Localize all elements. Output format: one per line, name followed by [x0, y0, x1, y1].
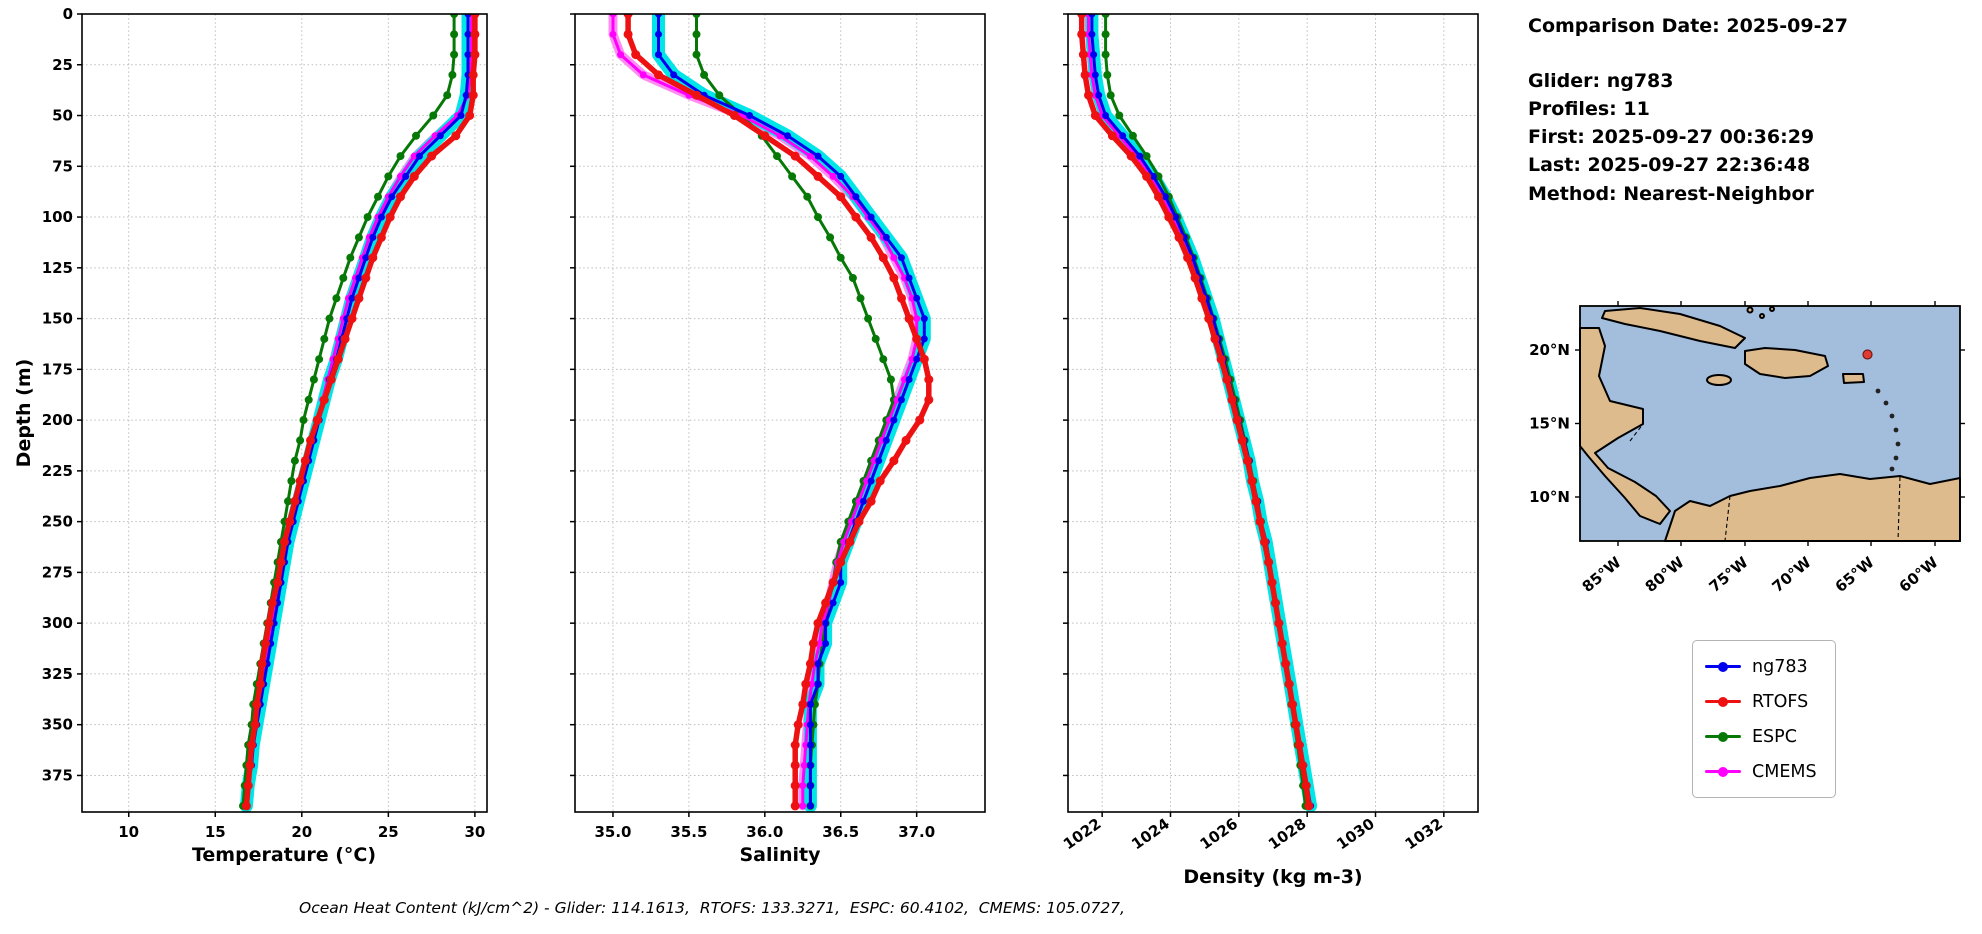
svg-text:80°W: 80°W [1642, 553, 1688, 596]
last-profile-time: Last: 2025-09-27 22:36:48 [1528, 154, 1811, 177]
svg-text:275: 275 [42, 563, 73, 581]
legend-row: ng783 [1705, 649, 1817, 684]
map-jamaica [1706, 374, 1732, 386]
svg-text:1032: 1032 [1402, 815, 1447, 854]
svg-text:1028: 1028 [1265, 815, 1310, 854]
svg-text:125: 125 [42, 259, 73, 277]
depth-axis-label: Depth (m) [13, 358, 35, 468]
legend-marker-icon [1718, 696, 1728, 707]
legend-label: ESPC [1752, 726, 1797, 747]
svg-text:15: 15 [205, 823, 226, 841]
svg-text:225: 225 [42, 462, 73, 480]
legend-row: RTOFS [1705, 684, 1817, 719]
svg-text:35.0: 35.0 [594, 823, 631, 841]
svg-text:25: 25 [52, 56, 73, 74]
salinity-axis-label: Salinity [739, 844, 821, 866]
svg-text:36.5: 36.5 [822, 823, 859, 841]
svg-text:10°N: 10°N [1529, 488, 1570, 506]
svg-text:0: 0 [63, 5, 73, 23]
svg-text:1030: 1030 [1333, 815, 1378, 854]
svg-text:1024: 1024 [1128, 815, 1173, 854]
legend-line-sample [1705, 731, 1741, 742]
svg-text:85°W: 85°W [1579, 553, 1625, 596]
svg-text:35.5: 35.5 [670, 823, 707, 841]
svg-text:50: 50 [52, 107, 73, 125]
glider-name: Glider: ng783 [1528, 70, 1674, 93]
svg-text:375: 375 [42, 767, 73, 785]
svg-text:250: 250 [42, 513, 73, 531]
svg-text:325: 325 [42, 665, 73, 683]
info-panel: Comparison Date: 2025-09-27 Glider: ng78… [1528, 12, 1848, 208]
legend-label: CMEMS [1752, 761, 1817, 782]
svg-text:30: 30 [464, 823, 485, 841]
legend-line-sample [1705, 766, 1741, 777]
svg-text:75°W: 75°W [1706, 553, 1752, 596]
svg-text:60°W: 60°W [1896, 553, 1942, 596]
svg-text:36.0: 36.0 [746, 823, 783, 841]
svg-text:10: 10 [118, 823, 139, 841]
glider-location-marker [1862, 349, 1873, 360]
svg-text:20°N: 20°N [1529, 341, 1570, 359]
svg-text:175: 175 [42, 360, 73, 378]
legend-label: RTOFS [1752, 691, 1809, 712]
svg-text:70°W: 70°W [1769, 553, 1815, 596]
svg-text:75: 75 [52, 157, 73, 175]
svg-text:20: 20 [291, 823, 312, 841]
svg-text:25: 25 [378, 823, 399, 841]
svg-text:37.0: 37.0 [898, 823, 935, 841]
svg-text:15°N: 15°N [1529, 415, 1570, 433]
density-axis-label: Density (kg m-3) [1183, 866, 1363, 888]
svg-text:1022: 1022 [1060, 815, 1105, 854]
svg-text:100: 100 [42, 208, 73, 226]
ohc-caption: Ocean Heat Content (kJ/cm^2) - Glider: 1… [299, 899, 1125, 917]
svg-text:1026: 1026 [1197, 815, 1242, 854]
svg-text:150: 150 [42, 310, 73, 328]
legend-marker-icon [1718, 731, 1728, 742]
legend-marker-icon [1718, 661, 1728, 672]
legend-row: ESPC [1705, 719, 1817, 754]
temperature-axis-label: Temperature (°C) [191, 844, 377, 866]
comparison-date: Comparison Date: 2025-09-27 [1528, 15, 1848, 37]
legend-label: ng783 [1752, 656, 1808, 677]
map-lesser-antilles [1875, 388, 1901, 472]
legend-marker-icon [1718, 766, 1728, 777]
legend-row: CMEMS [1705, 754, 1817, 789]
method: Method: Nearest-Neighbor [1528, 182, 1814, 205]
legend: ng783 RTOFS ESPC CMEMS [1692, 640, 1836, 798]
first-profile-time: First: 2025-09-27 00:36:29 [1528, 126, 1815, 149]
svg-text:300: 300 [42, 614, 73, 632]
svg-text:65°W: 65°W [1832, 553, 1878, 596]
legend-line-sample [1705, 661, 1741, 672]
svg-text:200: 200 [42, 411, 73, 429]
svg-text:350: 350 [42, 716, 73, 734]
map-inset: 20°N 15°N 10°N 85°W 80°W 75°W 70°W 65°W 60°W [1529, 301, 1965, 596]
profiles-count: Profiles: 11 [1528, 98, 1650, 121]
legend-line-sample [1705, 696, 1741, 707]
map-land [1579, 306, 1961, 542]
